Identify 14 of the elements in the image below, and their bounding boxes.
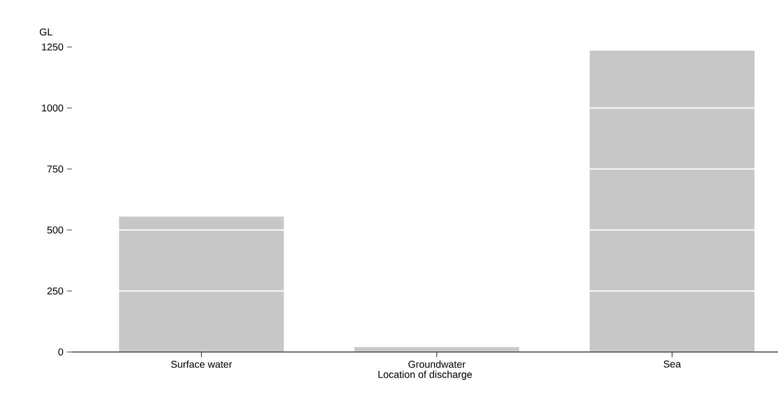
x-tick-label: Groundwater [408,360,466,368]
bar [354,347,520,352]
y-tick-label: 1000 [42,104,64,112]
y-tick-label: 750 [47,165,64,173]
bar [590,50,754,352]
y-axis-title: GL [40,28,52,36]
x-tick-label: Sea [664,360,681,368]
y-tick-label: 0 [58,348,64,356]
y-tick-label: 1250 [42,43,64,51]
y-tick-label: 250 [47,287,64,295]
x-tick-label: Surface water [171,360,232,368]
y-tick-label: 500 [47,226,64,234]
x-axis-title: Location of discharge [378,370,472,380]
bar [119,216,284,352]
